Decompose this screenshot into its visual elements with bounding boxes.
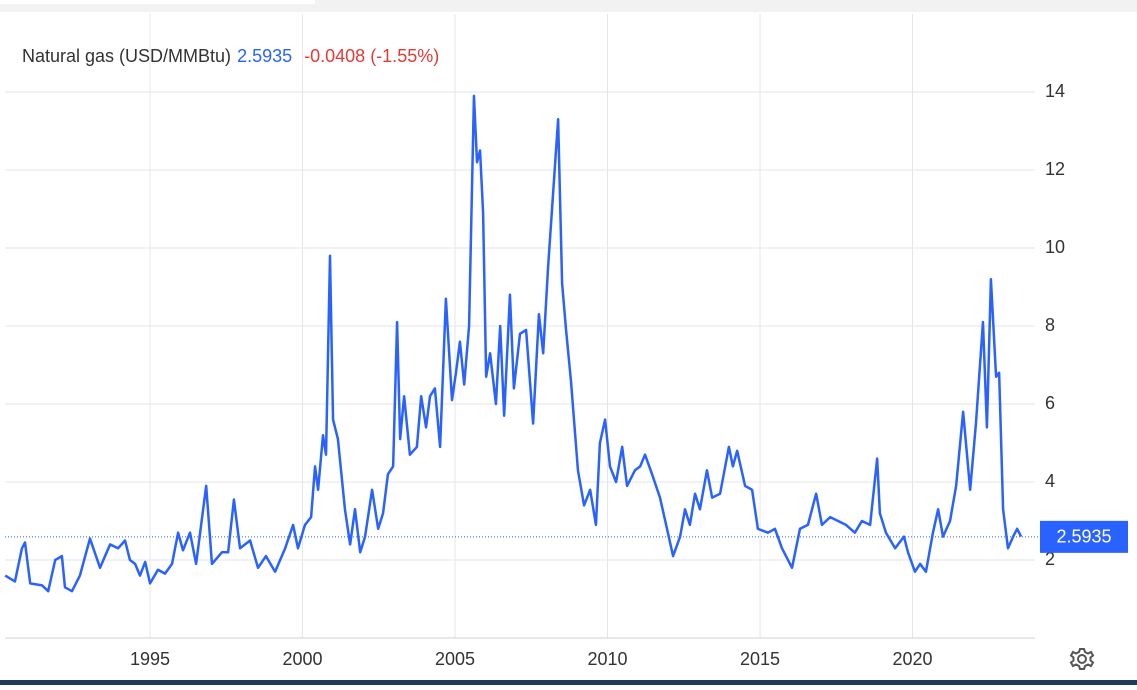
y-tick-label: 6 [1045, 393, 1055, 413]
last-value: 2.5935 [237, 46, 292, 66]
x-tick-label: 2000 [283, 649, 323, 669]
series-line [4, 94, 1023, 593]
x-tick-label: 2005 [435, 649, 475, 669]
header: Natural gas (USD/MMBtu) 2.5935 -0.0408 (-1.… [22, 46, 439, 66]
y-tick-label: 14 [1045, 81, 1065, 101]
axis-labels: 2 4 6 8 10 12 14 1995 2000 2005 2010 2015 2020 2.5935 [130, 81, 1128, 669]
plot [4, 94, 1040, 593]
x-tick-label: 2015 [740, 649, 780, 669]
last-value-label: 2.5935 [1056, 527, 1111, 547]
y-tick-label: 8 [1045, 315, 1055, 335]
x-tick-label: 1995 [130, 649, 170, 669]
series-name: Natural gas (USD/MMBtu) [22, 46, 231, 66]
x-tick-label: 2010 [588, 649, 628, 669]
y-tick-label: 4 [1045, 471, 1055, 491]
bottom-bar [0, 680, 1137, 685]
last-value-box [1040, 520, 1128, 553]
y-tick-label: 10 [1045, 237, 1065, 257]
change: -0.0408 [304, 46, 365, 66]
settings-icon[interactable] [1069, 648, 1095, 670]
y-tick-label: 12 [1045, 159, 1065, 179]
y-tick-label: 2 [1045, 549, 1055, 569]
grid [5, 14, 1035, 638]
top-tab [0, 0, 315, 4]
change-percent: (-1.55%) [370, 46, 439, 66]
x-tick-label: 2020 [892, 649, 932, 669]
